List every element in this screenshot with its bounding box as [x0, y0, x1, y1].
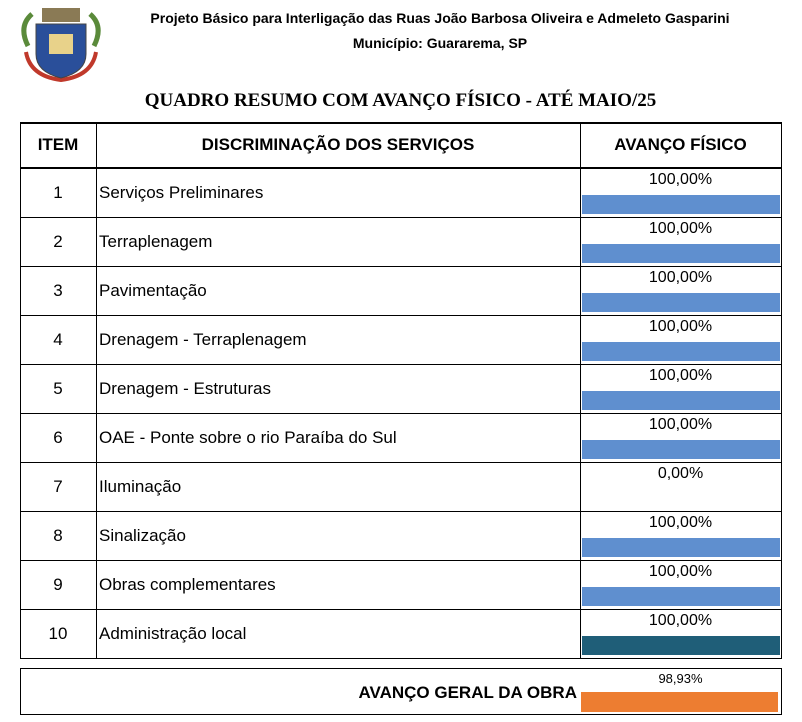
service: Pavimentação — [99, 281, 207, 300]
bar-track — [582, 391, 780, 410]
bar-track — [582, 195, 780, 214]
progress-bar — [582, 538, 780, 557]
item: 10 — [48, 624, 68, 643]
service: OAE - Ponte sobre o rio Paraíba do Sul — [99, 428, 397, 447]
column-header: ITEM — [37, 135, 79, 154]
item: 9 — [53, 575, 63, 594]
progress-label: 100,00% — [648, 269, 713, 286]
service: Sinalização — [99, 526, 186, 545]
service: Iluminação — [99, 477, 182, 496]
progress-label: 100,00% — [648, 171, 713, 188]
progress-bar — [582, 391, 780, 410]
service: Terraplenagem — [99, 232, 213, 251]
total-label: AVANÇO GERAL DA OBRA — [358, 683, 578, 702]
item: 6 — [53, 428, 63, 447]
bar-track — [582, 440, 780, 459]
progress-label: 100,00% — [648, 220, 713, 237]
total-box — [20, 668, 782, 715]
progress-label: 100,00% — [648, 514, 713, 531]
bar-track — [582, 342, 780, 361]
service: Drenagem - Estruturas — [99, 379, 271, 398]
progress-bar — [582, 195, 780, 214]
progress-label: 100,00% — [648, 416, 713, 433]
total-progress-bar — [581, 692, 778, 712]
item: 7 — [53, 477, 63, 496]
subtitle: Município: Guararema, SP — [352, 35, 528, 51]
column-header: DISCRIMINAÇÃO DOS SERVIÇOS — [201, 135, 475, 154]
bar-track — [582, 587, 780, 606]
bar-track — [582, 636, 780, 655]
title: Projeto Básico para Interligação das Rua… — [150, 10, 730, 26]
progress-label: 100,00% — [648, 563, 713, 580]
progress-bar — [582, 587, 780, 606]
item: 8 — [53, 526, 63, 545]
progress-label: 100,00% — [648, 367, 713, 384]
progress-bar — [582, 440, 780, 459]
progress-bar — [582, 636, 780, 655]
bar-track — [582, 293, 780, 312]
item: 4 — [53, 330, 63, 349]
progress-bar — [582, 293, 780, 312]
logo — [21, 8, 101, 83]
bar-track — [582, 489, 780, 508]
progress-bar — [582, 342, 780, 361]
service: Administração local — [99, 624, 247, 643]
column-header: AVANÇO FÍSICO — [614, 135, 747, 154]
bar-track — [581, 692, 780, 712]
progress-label: 100,00% — [648, 318, 713, 335]
total-progress-label: 98,93% — [658, 671, 703, 686]
service: Drenagem - Terraplenagem — [99, 330, 307, 349]
bar-track — [582, 244, 780, 263]
bar-track — [582, 538, 780, 557]
item: 1 — [53, 183, 63, 202]
heading: QUADRO RESUMO COM AVANÇO FÍSICO - ATÉ MA… — [144, 90, 657, 111]
cell — [580, 609, 782, 659]
item: 3 — [53, 281, 63, 300]
progress-label: 100,00% — [648, 612, 713, 629]
service: Serviços Preliminares — [99, 183, 264, 202]
progress-bar — [582, 244, 780, 263]
item: 5 — [53, 379, 63, 398]
item: 2 — [53, 232, 63, 251]
service: Obras complementares — [99, 575, 276, 594]
progress-label: 0,00% — [657, 465, 704, 482]
